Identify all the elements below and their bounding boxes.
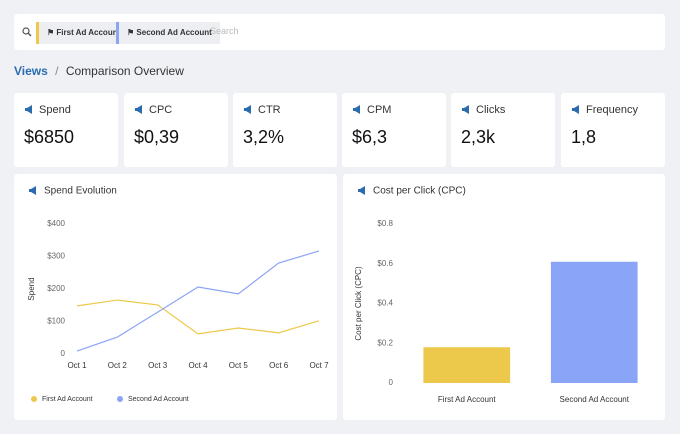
y-tick-label: $300 <box>47 252 65 261</box>
chip-label: Second Ad Account <box>136 28 212 37</box>
chart-title: Spend Evolution <box>44 186 117 197</box>
kpi-value: 3,2% <box>243 127 285 147</box>
line <box>76 299 320 335</box>
kpi-value: $6,3 <box>352 127 388 147</box>
x-tick-label: Oct 6 <box>269 361 289 370</box>
y-tick-label: $0.8 <box>377 219 393 228</box>
y-tick-label: $0.4 <box>377 299 393 308</box>
kpi-value: 1,8 <box>571 127 597 147</box>
kpi-value: 2,3k <box>461 127 496 147</box>
x-tick-label: Oct 1 <box>67 361 87 370</box>
chart: Spend Evolution Spend 0 $100 $200 $300 $400 Oct… <box>27 186 329 403</box>
chart-panel: Spend Evolution Spend 0 $100 $200 $300 $400 Oct… <box>14 174 337 420</box>
breadcrumb-root[interactable]: Views <box>14 64 48 78</box>
y-axis-label: Spend <box>27 277 36 300</box>
kpi-label: CPC <box>149 104 173 116</box>
y-tick-label: $200 <box>47 284 65 293</box>
kpi-value: $6850 <box>24 127 75 147</box>
y-tick-label: 0 <box>389 378 394 387</box>
filter-bar: ⚑ First Ad Account ⚑ Second Ad Account S… <box>14 14 665 50</box>
legend-marker <box>31 396 37 402</box>
kpi-label: Clicks <box>476 104 506 116</box>
filter-chip[interactable]: ⚑ Second Ad Account <box>116 22 220 44</box>
megaphone-icon <box>25 105 32 114</box>
breadcrumb-separator: / <box>55 64 59 78</box>
kpi-card: CTR 3,2% <box>233 93 337 167</box>
y-tick-label: $0.6 <box>377 259 393 268</box>
chip-label: First Ad Account <box>56 28 121 37</box>
kpi-label: CPM <box>367 104 392 116</box>
search-icon[interactable] <box>22 27 32 37</box>
kpi-label: CTR <box>258 104 281 116</box>
x-tick-label: Oct 7 <box>309 361 329 370</box>
breadcrumb-current: Comparison Overview <box>65 64 184 78</box>
kpi-card: CPC $0,39 <box>124 93 228 167</box>
x-tick-label: Oct 3 <box>148 361 168 370</box>
filter-chip[interactable]: ⚑ First Ad Account <box>36 22 129 44</box>
legend-marker <box>117 396 123 402</box>
megaphone-icon <box>244 105 251 114</box>
kpi-label: Frequency <box>586 104 638 116</box>
chart: Cost per Click (CPC) Cost per Click (CPC)… <box>354 186 638 404</box>
y-axis-label: Cost per Click (CPC) <box>354 266 363 341</box>
chart-panel: Cost per Click (CPC) Cost per Click (CPC)… <box>343 174 665 420</box>
bar <box>423 347 511 383</box>
legend-label: First Ad Account <box>42 396 93 403</box>
megaphone-icon <box>135 105 142 114</box>
x-tick-label: Oct 2 <box>108 361 128 370</box>
chart-title-group: Spend Evolution <box>29 186 117 197</box>
kpi-card: Clicks 2,3k <box>451 93 555 167</box>
breadcrumb: Views / Comparison Overview <box>14 64 184 78</box>
y-tick-label: $0.2 <box>377 338 393 347</box>
y-tick-label: $400 <box>47 219 65 228</box>
y-tick-label: 0 <box>61 349 66 358</box>
kpi-card: Spend $6850 <box>14 93 118 167</box>
megaphone-icon <box>353 105 360 114</box>
x-tick-label: Second Ad Account <box>560 395 630 404</box>
bar <box>550 261 638 383</box>
chart-title: Cost per Click (CPC) <box>373 186 466 197</box>
megaphone-icon <box>462 105 469 114</box>
x-tick-label: Oct 4 <box>188 361 208 370</box>
legend-label: Second Ad Account <box>128 396 189 403</box>
kpi-card: CPM $6,3 <box>342 93 446 167</box>
kpi-label: Spend <box>39 104 71 116</box>
x-tick-label: Oct 5 <box>229 361 249 370</box>
search-input[interactable]: Search <box>210 26 239 36</box>
megaphone-icon <box>572 105 579 114</box>
kpi-card: Frequency 1,8 <box>561 93 665 167</box>
line <box>76 250 320 352</box>
x-tick-label: First Ad Account <box>438 395 497 404</box>
megaphone-icon <box>29 186 36 195</box>
chart-title-group: Cost per Click (CPC) <box>358 186 466 197</box>
kpi-value: $0,39 <box>134 127 180 147</box>
y-tick-label: $100 <box>47 317 65 326</box>
megaphone-icon <box>358 186 365 195</box>
